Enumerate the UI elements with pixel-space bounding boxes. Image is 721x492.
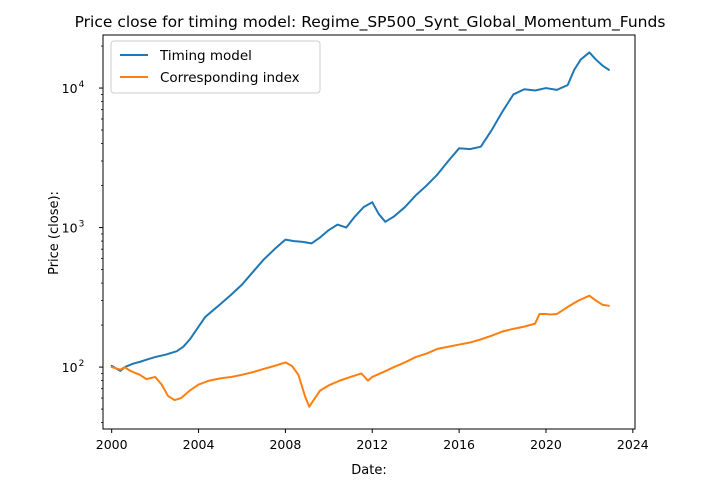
legend: Timing model Corresponding index — [110, 40, 321, 94]
chart-title: Price close for timing model: Regime_SP5… — [75, 13, 666, 32]
legend-label-timing-model: Timing model — [159, 48, 252, 64]
series-layer — [110, 51, 610, 408]
series-line-timing-model — [110, 51, 610, 372]
x-tick-label: 2012 — [356, 437, 388, 452]
x-tick-label: 2020 — [530, 437, 562, 452]
legend-label-corresponding-index: Corresponding index — [160, 70, 300, 86]
series-line-corresponding-index — [110, 294, 610, 408]
x-tick-label: 2004 — [183, 437, 215, 452]
x-tick-label: 2024 — [617, 437, 649, 452]
y-axis-label: Price (close): — [47, 191, 62, 275]
x-tick-label: 2008 — [269, 437, 301, 452]
x-tick-label: 2016 — [443, 437, 475, 452]
x-axis: 2000 2004 2008 2012 2016 2020 2024 — [96, 429, 649, 452]
legend-box — [110, 40, 321, 94]
x-axis-label: Date: — [351, 463, 386, 478]
plot-frame — [102, 34, 636, 430]
x-tick-label: 2000 — [96, 437, 128, 452]
